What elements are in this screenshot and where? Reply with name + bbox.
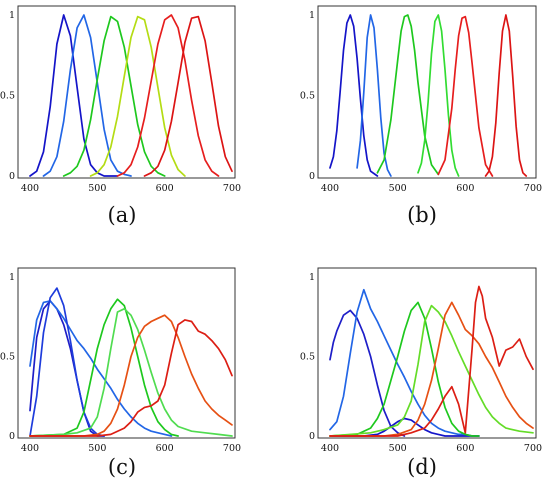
y-tick-label: 0.5 bbox=[0, 352, 15, 363]
x-tick-label: 600 bbox=[456, 443, 474, 454]
series-line bbox=[42, 14, 132, 177]
series-line bbox=[29, 300, 173, 437]
series-line bbox=[29, 307, 233, 437]
series-line bbox=[29, 298, 179, 437]
y-tick-label: 1 bbox=[9, 10, 15, 21]
panel-caption: (d) bbox=[407, 455, 437, 479]
panel-caption: (a) bbox=[108, 203, 137, 227]
y-tick-label: 0 bbox=[9, 431, 15, 442]
plot-frame bbox=[17, 5, 236, 179]
series-line bbox=[116, 14, 220, 177]
series-line bbox=[62, 15, 166, 177]
series-line bbox=[484, 14, 528, 177]
plot-frame bbox=[17, 267, 236, 439]
y-tick-label: 0 bbox=[309, 431, 315, 442]
y-tick-label: 0 bbox=[309, 171, 315, 182]
y-tick-label: 0.5 bbox=[300, 91, 315, 102]
plot-frame bbox=[317, 267, 537, 439]
x-tick-label: 600 bbox=[156, 183, 174, 194]
y-tick-label: 1 bbox=[9, 272, 15, 283]
series-line bbox=[29, 14, 119, 177]
series-line bbox=[329, 14, 379, 177]
y-tick-label: 0 bbox=[9, 171, 15, 182]
series-line bbox=[29, 314, 233, 437]
y-tick-label: 1 bbox=[309, 272, 315, 283]
series-line bbox=[329, 304, 534, 437]
series-line bbox=[29, 319, 233, 437]
x-tick-label: 400 bbox=[321, 443, 339, 454]
x-tick-label: 700 bbox=[524, 183, 542, 194]
series-line bbox=[329, 288, 480, 437]
y-tick-label: 1 bbox=[309, 10, 315, 21]
series-line bbox=[437, 15, 494, 177]
x-tick-label: 500 bbox=[389, 443, 407, 454]
panel-caption: (b) bbox=[407, 203, 437, 227]
series-line bbox=[417, 14, 460, 177]
series-line bbox=[89, 15, 186, 177]
x-tick-label: 500 bbox=[88, 443, 106, 454]
plot-frame bbox=[317, 5, 537, 179]
series-line bbox=[29, 287, 105, 437]
x-tick-label: 400 bbox=[21, 183, 39, 194]
x-tick-label: 600 bbox=[456, 183, 474, 194]
x-tick-label: 500 bbox=[88, 183, 106, 194]
y-tick-label: 0.5 bbox=[300, 352, 315, 363]
x-tick-label: 700 bbox=[223, 183, 241, 194]
chart-panel: 0 0.5 1 400 500 600 700 (a) bbox=[0, 5, 241, 227]
series-line bbox=[329, 417, 480, 437]
x-tick-label: 400 bbox=[21, 443, 39, 454]
series-line bbox=[329, 285, 534, 437]
chart-panel: 0 0.5 1 400 500 600 700 (c) bbox=[0, 267, 241, 479]
series-line bbox=[356, 14, 392, 177]
y-tick-label: 0.5 bbox=[0, 91, 15, 102]
x-tick-label: 600 bbox=[156, 443, 174, 454]
series-line bbox=[29, 300, 105, 437]
x-tick-label: 700 bbox=[223, 443, 241, 454]
chart-panel: 0 0.5 1 400 500 600 700 (d) bbox=[300, 267, 542, 479]
chart-panel: 0 0.5 1 400 500 600 700 (b) bbox=[300, 5, 542, 227]
series-line bbox=[329, 301, 534, 437]
x-tick-label: 500 bbox=[389, 183, 407, 194]
x-tick-label: 700 bbox=[524, 443, 542, 454]
x-tick-label: 400 bbox=[321, 183, 339, 194]
panel-caption: (c) bbox=[108, 455, 136, 479]
series-line bbox=[143, 15, 233, 177]
series-line bbox=[329, 301, 480, 437]
